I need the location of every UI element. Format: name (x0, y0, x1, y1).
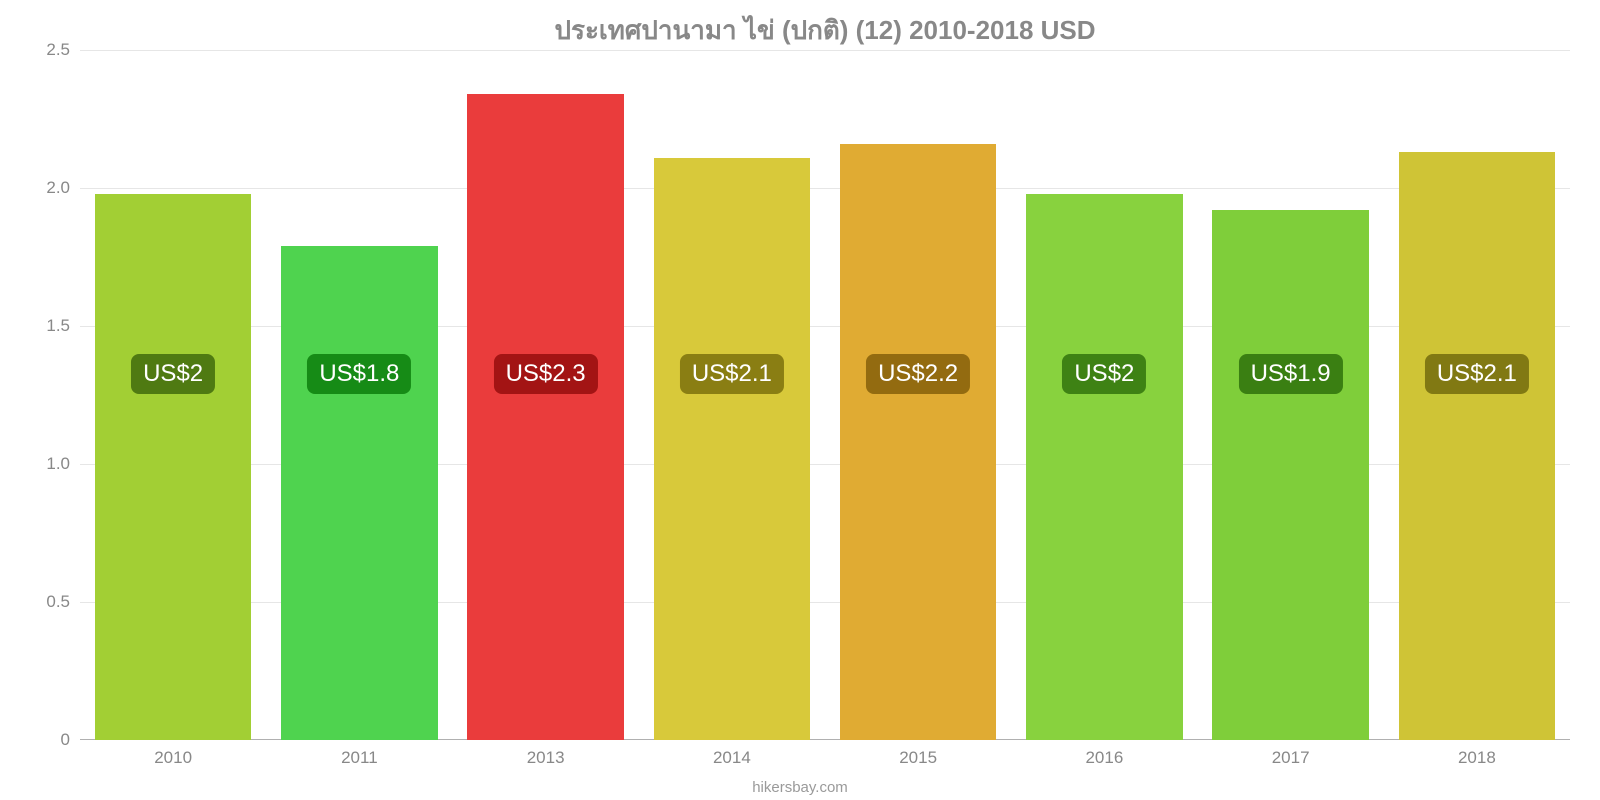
value-badge: US$2 (1062, 354, 1146, 394)
x-axis-label: 2013 (453, 740, 639, 770)
y-axis-label: 0.5 (30, 592, 70, 612)
bar (1399, 152, 1555, 740)
y-axis-label: 1.5 (30, 316, 70, 336)
x-axis-label: 2014 (639, 740, 825, 770)
chart-title: ประเทศปานามา ไข่ (ปกติ) (12) 2010-2018 U… (80, 10, 1570, 50)
x-axis-label: 2011 (266, 740, 452, 770)
credit-text: hikersbay.com (752, 779, 848, 796)
y-axis-label: 2.0 (30, 178, 70, 198)
x-axis-label: 2018 (1384, 740, 1570, 770)
bar (281, 246, 437, 740)
x-axis-label: 2016 (1011, 740, 1197, 770)
y-axis-label: 0 (30, 730, 70, 750)
bar (654, 158, 810, 740)
bar (1212, 210, 1368, 740)
bar-slot: US$1.8 (266, 50, 452, 740)
value-badge: US$2.3 (494, 354, 598, 394)
plot-area: 00.51.01.52.02.5US$2US$1.8US$2.3US$2.1US… (80, 50, 1570, 740)
bar-slot: US$2.3 (453, 50, 639, 740)
bar-slot: US$1.9 (1198, 50, 1384, 740)
x-axis: 20102011201320142015201620172018 (80, 740, 1570, 770)
bars-group: US$2 US$1.8 US$2.3 US$2.1 US$2.2 US$2 US$1.9 US… (80, 50, 1570, 740)
bar (95, 194, 251, 740)
x-axis-label: 2015 (825, 740, 1011, 770)
bar-slot: US$2 (1011, 50, 1197, 740)
bar-slot: US$2.1 (1384, 50, 1570, 740)
y-axis-label: 1.0 (30, 454, 70, 474)
bar (840, 144, 996, 740)
bar-slot: US$2.2 (825, 50, 1011, 740)
bar-slot: US$2 (80, 50, 266, 740)
bar (1026, 194, 1182, 740)
value-badge: US$1.9 (1239, 354, 1343, 394)
value-badge: US$2.1 (680, 354, 784, 394)
x-axis-label: 2017 (1198, 740, 1384, 770)
value-badge: US$2 (131, 354, 215, 394)
bar (467, 94, 623, 740)
value-badge: US$2.1 (1425, 354, 1529, 394)
value-badge: US$2.2 (866, 354, 970, 394)
bar-slot: US$2.1 (639, 50, 825, 740)
value-badge: US$1.8 (307, 354, 411, 394)
x-axis-label: 2010 (80, 740, 266, 770)
chart-container: ประเทศปานามา ไข่ (ปกติ) (12) 2010-2018 U… (0, 0, 1600, 800)
y-axis-label: 2.5 (30, 40, 70, 60)
